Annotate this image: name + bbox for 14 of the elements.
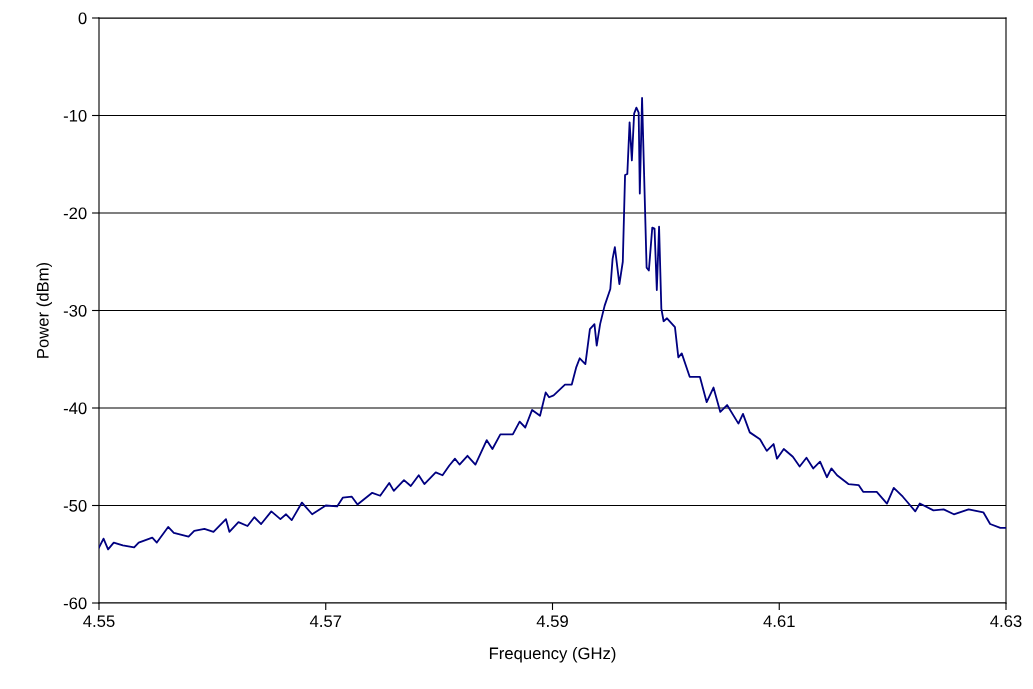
x-tick-label: 4.63 — [990, 615, 1022, 628]
x-tick-label: 4.61 — [763, 615, 795, 628]
x-tick-label: 4.57 — [309, 615, 342, 628]
y-tick-label: -30 — [63, 304, 87, 317]
x-tick-label: 4.55 — [83, 615, 115, 628]
y-tick-label: -10 — [63, 109, 87, 122]
y-tick-label: -60 — [63, 597, 87, 610]
y-tick-label: -40 — [63, 402, 87, 415]
y-tick-label: -20 — [63, 207, 87, 220]
y-tick-label: 0 — [78, 12, 87, 25]
y-axis-title: Power (dBm) — [36, 262, 52, 358]
x-tick-label: 4.59 — [536, 615, 568, 628]
y-tick-label: -50 — [63, 499, 87, 512]
x-axis-title: Frequency (GHz) — [489, 647, 616, 663]
